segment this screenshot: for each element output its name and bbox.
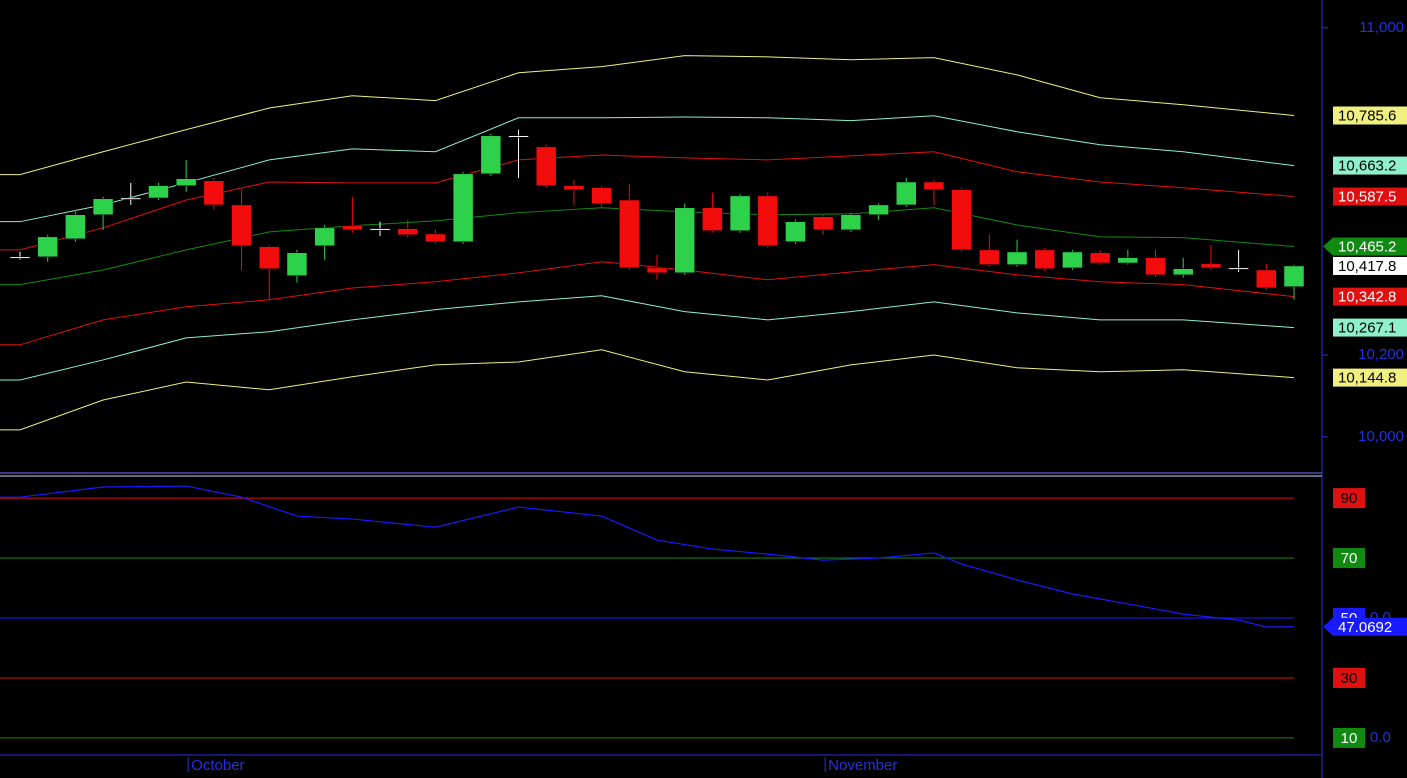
- level-label: 70: [1341, 550, 1358, 567]
- candle-body: [203, 180, 225, 206]
- candle-body: [868, 204, 889, 215]
- candle-body: [425, 233, 446, 242]
- value-label: 10,417.8: [1338, 258, 1396, 275]
- candle-body: [923, 181, 945, 191]
- candle-body: [619, 199, 640, 269]
- candle-body: [951, 189, 972, 251]
- candle-body: [896, 181, 917, 206]
- value-label-box: [1333, 256, 1407, 275]
- candle-body: [1256, 269, 1277, 289]
- value-label-box: [1333, 106, 1407, 125]
- candle-body: [508, 135, 529, 138]
- candle-body: [535, 146, 557, 186]
- value-label-box: [1333, 368, 1407, 387]
- candle-body: [1283, 265, 1305, 287]
- candle-body: [1089, 252, 1111, 264]
- level-label: 90: [1341, 490, 1358, 507]
- candle-body: [148, 185, 169, 199]
- candle-body: [840, 214, 862, 231]
- value-label-box: [1333, 318, 1407, 337]
- candle-body: [702, 207, 723, 231]
- candle-body: [231, 204, 252, 247]
- candle-body: [646, 267, 668, 274]
- value-label: 10,144.8: [1338, 370, 1396, 387]
- band-line: [0, 295, 1295, 381]
- band-line: [0, 207, 1295, 286]
- value-label-box: [1333, 287, 1407, 306]
- candle-body: [1034, 249, 1055, 269]
- value-label: 10,465.2: [1338, 239, 1396, 256]
- candle-body: [674, 207, 695, 274]
- candle-body: [480, 135, 502, 175]
- value-label-arrow: [1323, 237, 1333, 256]
- candle-body: [1200, 263, 1222, 269]
- candle-body: [37, 236, 58, 258]
- candle-body: [1172, 268, 1194, 276]
- candle-body: [397, 228, 418, 236]
- level-label: 30: [1341, 670, 1358, 687]
- value-label: 10,663.2: [1338, 158, 1396, 175]
- band-line: [0, 55, 1295, 176]
- candle-body: [9, 256, 31, 259]
- candle-body: [979, 249, 1000, 265]
- level-label: 10: [1341, 730, 1358, 747]
- band-line: [0, 349, 1295, 431]
- value-label: 10,785.6: [1338, 107, 1396, 124]
- y-tick-label: 10,000: [1358, 428, 1404, 445]
- candle-body: [342, 225, 363, 231]
- value-label-box: [1333, 187, 1407, 206]
- x-tick-label: October: [191, 757, 244, 774]
- value-label: 10,587.5: [1338, 188, 1396, 205]
- level-label-box: [1333, 488, 1365, 509]
- y2-tick-label: 0.0: [1370, 729, 1391, 746]
- candle-body: [563, 185, 585, 191]
- value-label: 47.0692: [1338, 619, 1392, 636]
- candle-body: [812, 216, 834, 231]
- candle-body: [92, 198, 114, 215]
- candle-body: [591, 187, 612, 204]
- value-label: 10,342.8: [1338, 289, 1396, 306]
- level-label-box: [1333, 548, 1365, 569]
- value-label: 10,267.1: [1338, 320, 1396, 337]
- value-label-box: [1333, 156, 1407, 175]
- candle-body: [1006, 251, 1028, 265]
- candle-body: [729, 195, 751, 231]
- candle-body: [65, 214, 86, 240]
- candle-body: [785, 221, 806, 242]
- candle-body: [452, 173, 474, 242]
- level-label-box: [1333, 727, 1365, 748]
- candle-body: [1228, 267, 1249, 270]
- candle-body: [1145, 257, 1166, 276]
- x-tick-label: November: [828, 757, 897, 774]
- candle-body: [259, 246, 280, 269]
- y-tick-label: 10,200: [1358, 346, 1404, 363]
- candle-body: [175, 178, 197, 186]
- value-label-arrow: [1323, 617, 1333, 636]
- value-label-box: [1333, 617, 1407, 636]
- rsi-line: [0, 485, 1295, 628]
- candle-body: [1062, 251, 1083, 269]
- candle-body: [369, 228, 391, 231]
- value-label-box: [1333, 237, 1407, 256]
- candle-body: [286, 252, 308, 276]
- band-line: [0, 151, 1295, 251]
- y-tick-label: 11,000: [1359, 19, 1404, 36]
- level-label-box: [1333, 667, 1365, 688]
- candle-body: [314, 227, 335, 247]
- candle-body: [757, 195, 779, 247]
- candle-body: [120, 197, 142, 200]
- band-line: [0, 261, 1295, 346]
- candle-body: [1117, 257, 1139, 264]
